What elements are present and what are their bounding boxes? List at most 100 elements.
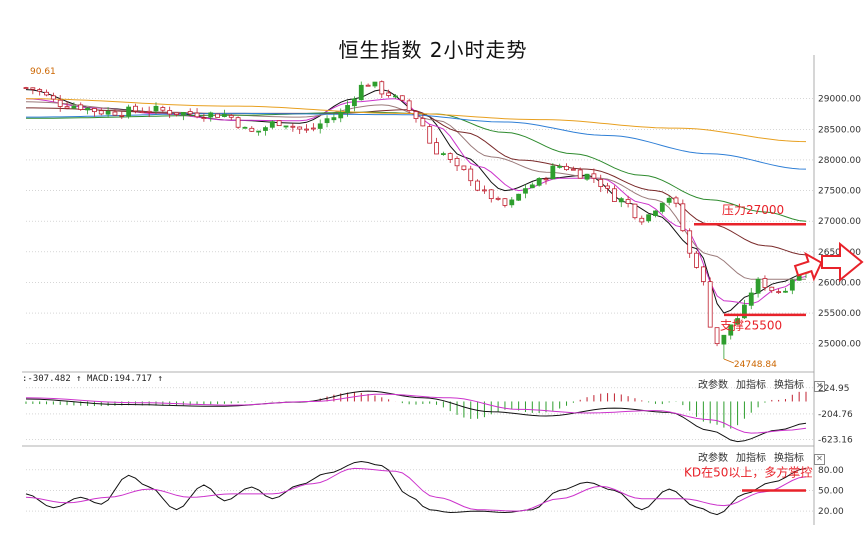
arrow-icon-2 [821,241,864,283]
candle [618,198,624,203]
candle [37,89,43,92]
candle [721,334,727,345]
candle [550,165,556,180]
support-label: 支撑25500 [720,317,782,332]
candle [570,168,576,171]
y-tick-label: 28000.00 [818,156,861,166]
candle [461,165,467,171]
annotations: 压力27000 支撑25500 90.61 24748.84 [30,67,806,370]
candle [509,199,515,206]
resistance-label: 压力27000 [722,203,784,217]
top-left-value-label: 90.61 [30,67,56,77]
candle [153,105,159,112]
candle [427,126,433,144]
macd-dea-line [25,393,807,434]
kd-edit-params-button[interactable]: 改参数 [698,453,728,464]
arrow-icon-1 [793,251,823,282]
kd-panel: KD在50以上，多方掌控 [25,460,812,516]
candles [23,80,809,360]
candle [310,127,316,130]
candle [290,125,296,128]
grid-layer [22,55,815,525]
kd-tick-label: 20.00 [818,507,844,517]
candle [297,126,303,130]
chart-title: 恒生指数 2小时走势 [338,38,528,62]
candle [584,173,590,180]
candle [23,87,29,89]
kd-tick-label: 80.00 [818,466,844,476]
candle [707,281,713,328]
candle [666,197,672,203]
candle [269,121,275,128]
macd-switch-indicator-button[interactable]: 换指标 [774,380,804,391]
candle [776,291,782,294]
y-tick-label: 26000.00 [818,278,861,288]
macd-tick-label: 224.95 [818,384,850,394]
candle [468,168,474,182]
candle [700,266,706,282]
candle [714,327,720,345]
candle [324,118,330,124]
candle [646,214,652,222]
y-tick-label: 28500.00 [818,125,861,135]
kd-switch-indicator-button[interactable]: 换指标 [774,453,804,464]
kd-d-line [25,467,807,512]
candle [365,84,371,87]
candle [536,178,542,186]
candle [495,197,501,200]
y-tick-label: 27000.00 [818,217,861,227]
candle [735,318,740,325]
kd-add-indicator-button[interactable]: 加指标 [736,453,766,464]
candle [406,100,412,111]
candle [235,117,241,128]
kd-annotation-label: KD在50以上，多方掌控 [684,464,812,479]
candle [249,127,255,132]
candle [105,110,111,115]
candle [78,104,84,110]
candle [71,105,77,109]
candle [263,127,268,131]
macd-edit-params-button[interactable]: 改参数 [698,380,728,391]
candle [57,99,63,107]
candle [755,278,761,294]
candle [564,165,569,171]
candle [85,107,90,111]
candle [502,198,508,206]
candle [126,106,132,117]
moving-averages [25,89,807,314]
candle [529,184,535,189]
candle [475,180,480,191]
macd-add-indicator-button[interactable]: 加指标 [736,380,766,391]
y-tick-label: 29000.00 [818,95,861,105]
candle [160,107,166,111]
candle [789,279,795,291]
candle [174,112,179,115]
candle [653,210,658,217]
candle [694,252,699,268]
candle [98,110,104,115]
candle [30,87,36,90]
candle [167,110,173,115]
candle [447,153,453,160]
candle [256,130,262,133]
candle [386,92,392,96]
candle [659,202,665,212]
candle [304,128,309,131]
kd-tick-label: 50.00 [818,486,844,496]
candle [482,189,487,192]
candle [420,118,426,127]
candle [673,197,679,204]
candle [194,112,200,118]
close-icon[interactable]: ✕ [814,454,825,465]
candle [440,153,446,155]
close-icon[interactable]: ✕ [814,381,825,392]
kd-panel-tools: 改参数 加指标 换指标 ✕ [698,449,833,465]
candle [139,111,145,113]
candle [317,123,323,129]
candle [146,110,152,113]
candle [133,105,138,112]
candle [228,115,234,118]
candle [413,111,419,119]
candle [64,106,70,109]
candle [112,111,118,116]
